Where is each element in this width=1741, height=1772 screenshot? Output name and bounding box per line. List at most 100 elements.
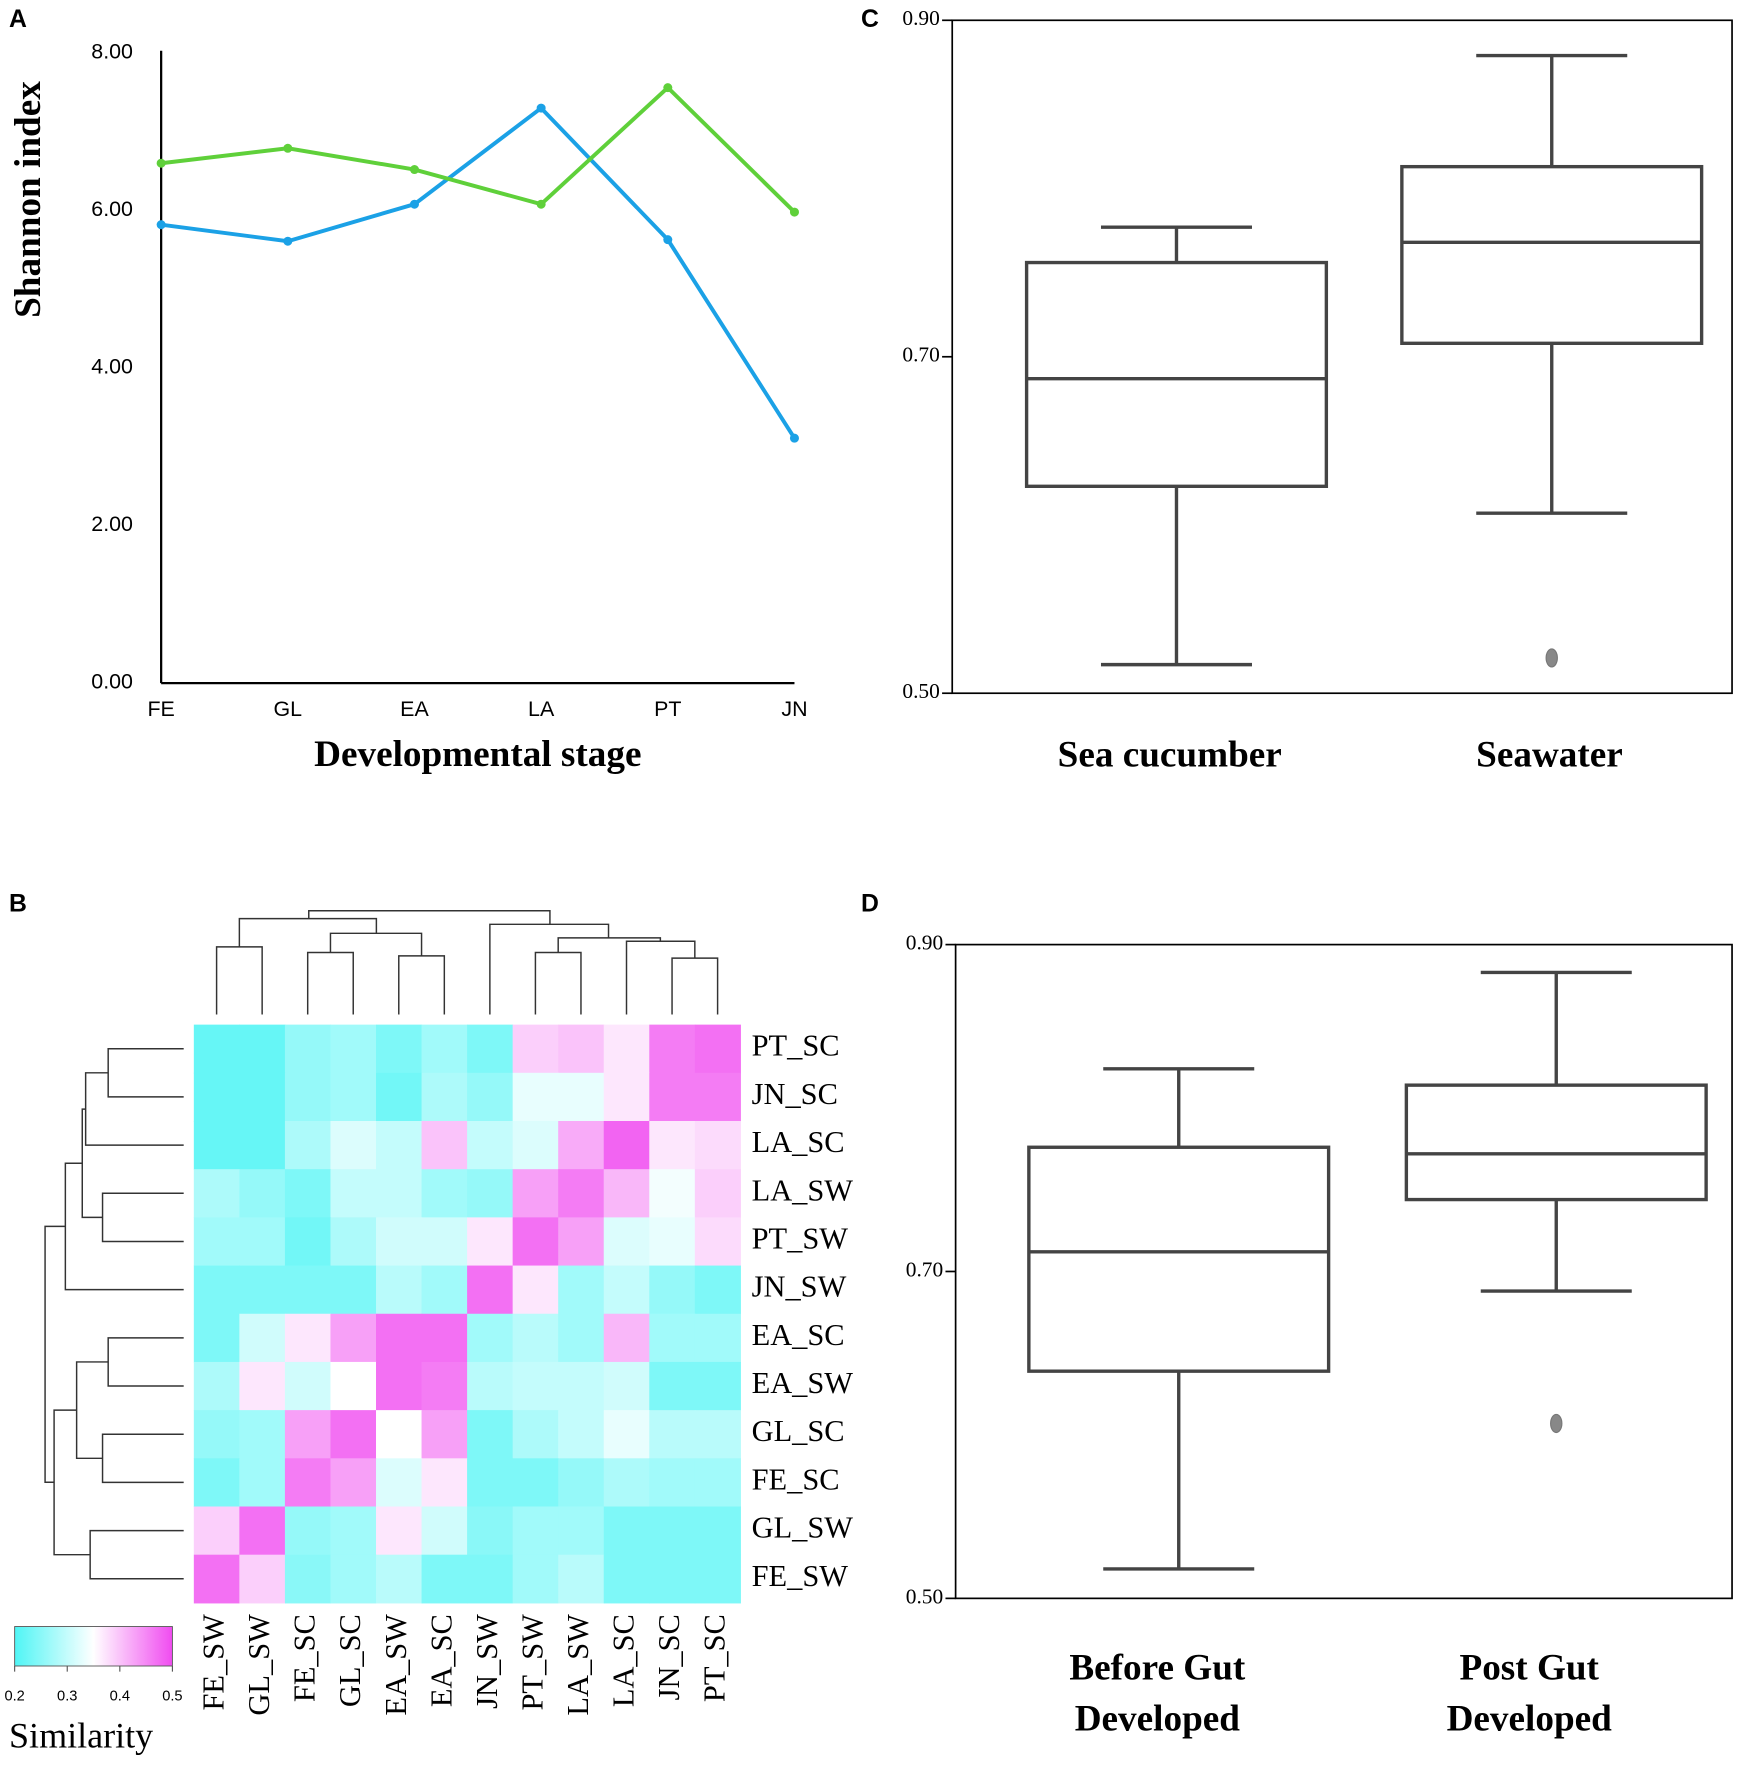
outlier	[1545, 648, 1558, 668]
heatmap-cell	[239, 1554, 286, 1604]
x-tick-label: GL	[274, 697, 303, 721]
heatmap-cell	[512, 1361, 559, 1411]
heatmap-cell	[512, 1024, 559, 1074]
box	[1027, 1145, 1331, 1373]
heatmap-cell	[193, 1313, 240, 1363]
heatmap-cell	[603, 1506, 650, 1556]
row-label: JN_SW	[752, 1270, 847, 1304]
heatmap-cell	[558, 1506, 605, 1556]
heatmap-cell	[330, 1410, 377, 1459]
colorbar-title: Similarity	[9, 1716, 153, 1756]
column-label: EA_SW	[379, 1614, 413, 1716]
heatmap-cell	[649, 1072, 696, 1122]
heatmap-cell	[239, 1265, 286, 1315]
heatmap-cell	[603, 1024, 650, 1074]
dendrogram	[625, 940, 696, 1015]
column-label: JN_SC	[652, 1614, 686, 1700]
heatmap-cell	[193, 1217, 240, 1267]
heatmap-cell	[649, 1506, 696, 1556]
heatmap-cell	[421, 1169, 468, 1218]
row-label: JN_SC	[752, 1077, 838, 1111]
heatmap-cell	[330, 1506, 377, 1556]
heatmap-cell	[421, 1121, 468, 1170]
heatmap-cell	[330, 1024, 377, 1074]
heatmap-cell	[603, 1169, 650, 1218]
row-label: EA_SW	[752, 1366, 854, 1400]
row-label: PT_SC	[752, 1029, 840, 1063]
column-label: FE_SC	[288, 1614, 322, 1702]
heatmap-cell	[421, 1217, 468, 1267]
heatmap-cell	[694, 1313, 741, 1363]
heatmap-cell	[193, 1458, 240, 1508]
heatmap-cell	[284, 1217, 332, 1267]
heatmap-cell	[649, 1217, 696, 1267]
dendrogram	[534, 951, 582, 1015]
heatmap-cell	[376, 1361, 423, 1411]
column-label: GL_SC	[333, 1614, 367, 1707]
x-category-label: Seawater	[1476, 734, 1623, 776]
heatmap-cell	[512, 1554, 559, 1604]
heatmap-cell	[603, 1554, 650, 1604]
box	[1400, 164, 1704, 345]
dendrogram	[557, 937, 662, 953]
heatmap-cell	[284, 1410, 332, 1459]
y-tick-label: 0.70	[902, 343, 939, 367]
row-label: EA_SC	[752, 1318, 845, 1352]
heatmap-cell	[603, 1410, 650, 1459]
heatmap-cell	[649, 1410, 696, 1459]
colorbar-tick-label: 0.5	[162, 1688, 182, 1704]
x-axis-title: Developmental stage	[314, 734, 641, 775]
line-point	[409, 165, 419, 175]
heatmap-cell	[694, 1024, 741, 1074]
outlier	[1550, 1413, 1563, 1434]
heatmap-cell	[193, 1024, 240, 1074]
heatmap-cell	[239, 1024, 286, 1074]
heatmap-cell	[193, 1121, 240, 1170]
heatmap-cell	[284, 1458, 332, 1508]
heatmap-cell	[558, 1554, 605, 1604]
colorbar-tick-label: 0.3	[57, 1688, 77, 1704]
heatmap-cell	[376, 1458, 423, 1508]
heatmap-cell	[649, 1169, 696, 1218]
heatmap-cell	[694, 1410, 741, 1459]
line-point	[409, 199, 419, 209]
heatmap-cell	[603, 1217, 650, 1267]
heatmap-cell	[421, 1506, 468, 1556]
heatmap-cell	[603, 1361, 650, 1411]
heatmap-cell	[694, 1121, 741, 1170]
heatmap-cell	[193, 1361, 240, 1411]
heatmap-cell	[649, 1121, 696, 1170]
heatmap-cell	[284, 1024, 332, 1074]
y-tick-label: 0.50	[906, 1584, 943, 1608]
column-label: PT_SW	[515, 1614, 549, 1711]
heatmap-cell	[239, 1121, 286, 1170]
line-series	[160, 84, 796, 214]
heatmap-cell	[649, 1313, 696, 1363]
heatmap-cell	[649, 1265, 696, 1315]
heatmap-cell	[467, 1410, 514, 1459]
dendrogram	[107, 1047, 184, 1098]
heatmap-cell	[694, 1458, 741, 1508]
heatmap-cell	[467, 1265, 514, 1315]
heatmap-cell	[376, 1024, 423, 1074]
x-tick-label: FE	[147, 697, 174, 721]
dendrogram	[101, 1433, 184, 1484]
y-tick-label: 0.70	[906, 1257, 943, 1281]
heatmap-cell	[376, 1313, 423, 1363]
x-category-label: Sea cucumber	[1057, 734, 1282, 776]
dendrogram	[75, 1361, 109, 1460]
heatmap-cell	[284, 1072, 332, 1122]
dendrogram	[671, 957, 719, 1015]
heatmap-cell	[376, 1072, 423, 1122]
heatmap-cell	[603, 1313, 650, 1363]
column-label: GL_SW	[242, 1614, 276, 1716]
y-tick-label: 0.00	[91, 670, 133, 694]
heatmap-cell	[376, 1265, 423, 1315]
heatmap-cell	[649, 1458, 696, 1508]
heatmap-cell	[239, 1072, 286, 1122]
heatmap-cell	[694, 1072, 741, 1122]
heatmap-cell	[421, 1024, 468, 1074]
